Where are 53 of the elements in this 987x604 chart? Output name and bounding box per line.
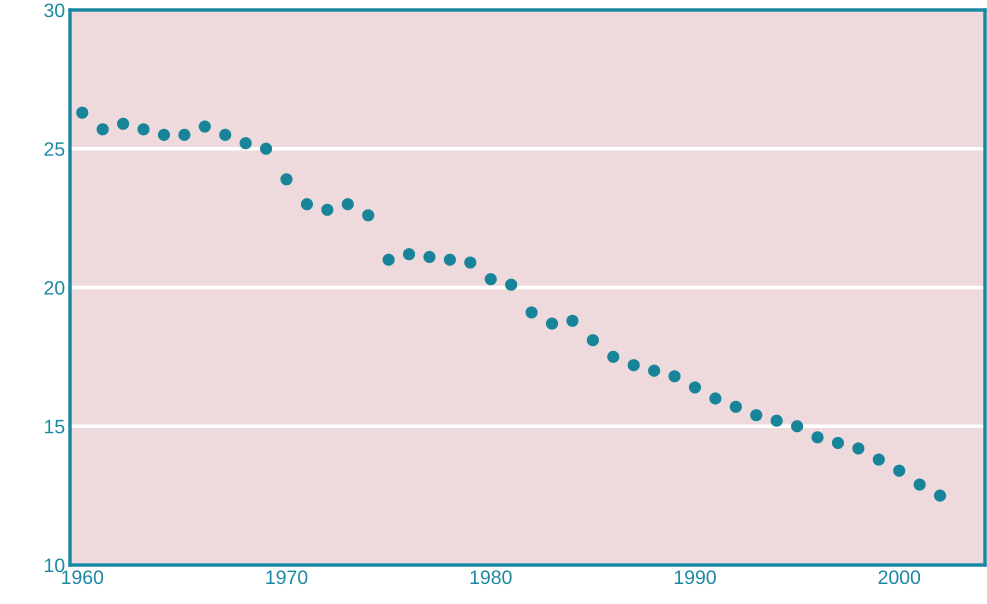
point <box>607 350 620 363</box>
x-tick-label: 1960 <box>62 570 104 584</box>
point <box>791 420 804 432</box>
point <box>730 400 742 413</box>
point <box>770 414 783 427</box>
point <box>464 256 476 269</box>
point <box>198 120 211 133</box>
point <box>688 381 702 394</box>
point <box>668 370 681 382</box>
point <box>750 409 762 422</box>
point <box>423 250 436 264</box>
point <box>158 128 170 141</box>
point <box>342 198 354 210</box>
point <box>586 334 599 346</box>
point <box>832 436 844 449</box>
point <box>872 453 885 466</box>
point <box>811 431 824 444</box>
point <box>648 364 660 377</box>
point <box>260 142 272 155</box>
point <box>321 204 334 216</box>
y-tick-label: 20 <box>44 280 64 295</box>
point <box>362 209 374 222</box>
point <box>382 254 395 266</box>
point <box>76 106 88 119</box>
point <box>402 248 416 260</box>
point <box>280 173 293 186</box>
point <box>546 318 558 330</box>
point <box>709 392 722 405</box>
point <box>484 273 497 286</box>
point <box>914 478 926 491</box>
point <box>178 128 190 141</box>
point <box>852 442 864 455</box>
point <box>240 137 252 150</box>
y-tick-label: 15 <box>44 420 64 434</box>
point <box>96 123 109 136</box>
x-tick-label: 1970 <box>266 570 308 584</box>
x-tick-label: 1980 <box>470 570 512 584</box>
y-tick-label: 10 <box>44 558 64 572</box>
point <box>893 464 906 477</box>
point <box>444 254 456 266</box>
x-tick-label: 1990 <box>674 570 716 584</box>
point <box>117 118 130 130</box>
y-tick-label: 25 <box>44 142 64 156</box>
x-tick-label: 2000 <box>878 570 920 584</box>
point <box>628 359 640 372</box>
point <box>505 278 518 291</box>
point <box>566 314 579 327</box>
point <box>219 128 232 141</box>
point <box>300 198 313 210</box>
point <box>526 306 538 319</box>
y-tick-label: 30 <box>44 3 64 18</box>
point <box>137 123 150 136</box>
point <box>934 490 946 502</box>
